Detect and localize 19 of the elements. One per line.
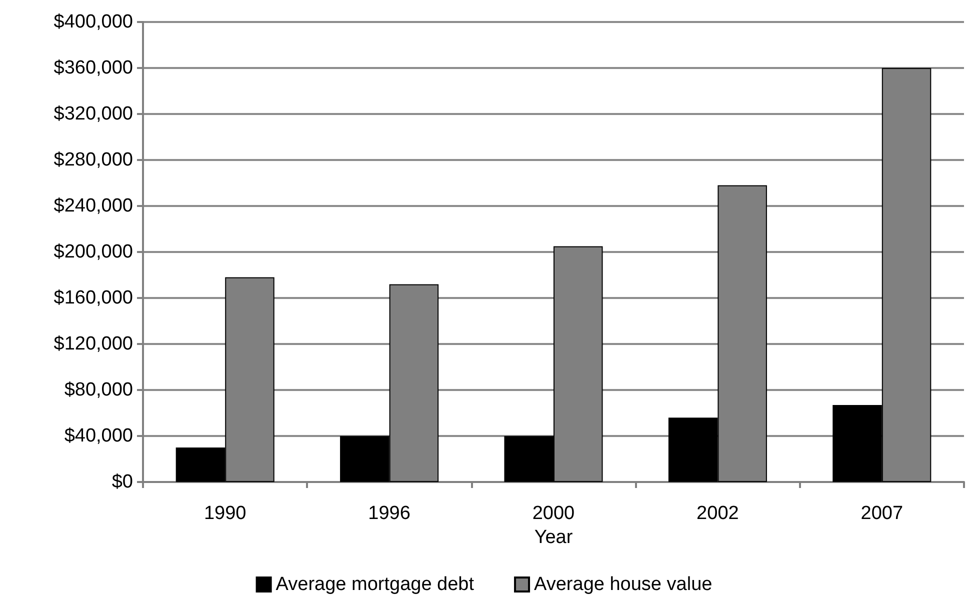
legend-label: Average mortgage debt <box>276 574 475 595</box>
y-tick-label: $120,000 <box>54 334 133 354</box>
y-tick-label: $360,000 <box>54 58 133 78</box>
y-tick-label: $200,000 <box>54 242 133 262</box>
y-tick-label: $80,000 <box>64 380 133 400</box>
y-tick-label: $160,000 <box>54 288 133 308</box>
y-tick-label: $240,000 <box>54 196 133 216</box>
y-tick-label: $280,000 <box>54 150 133 170</box>
y-tick-label: $40,000 <box>64 426 133 446</box>
x-tick-label: 2007 <box>860 503 904 524</box>
x-tick-label: 1990 <box>204 503 246 524</box>
legend-label: Average house value <box>534 574 712 595</box>
y-tick-label: $0 <box>112 472 133 492</box>
y-tick-label: $400,000 <box>54 12 133 32</box>
x-tick-label: 2000 <box>532 503 575 524</box>
x-tick-label: 1996 <box>368 503 410 524</box>
x-axis-title: Year <box>534 526 574 548</box>
x-tick-label: 2002 <box>696 503 739 524</box>
y-tick-label: $320,000 <box>54 104 133 124</box>
